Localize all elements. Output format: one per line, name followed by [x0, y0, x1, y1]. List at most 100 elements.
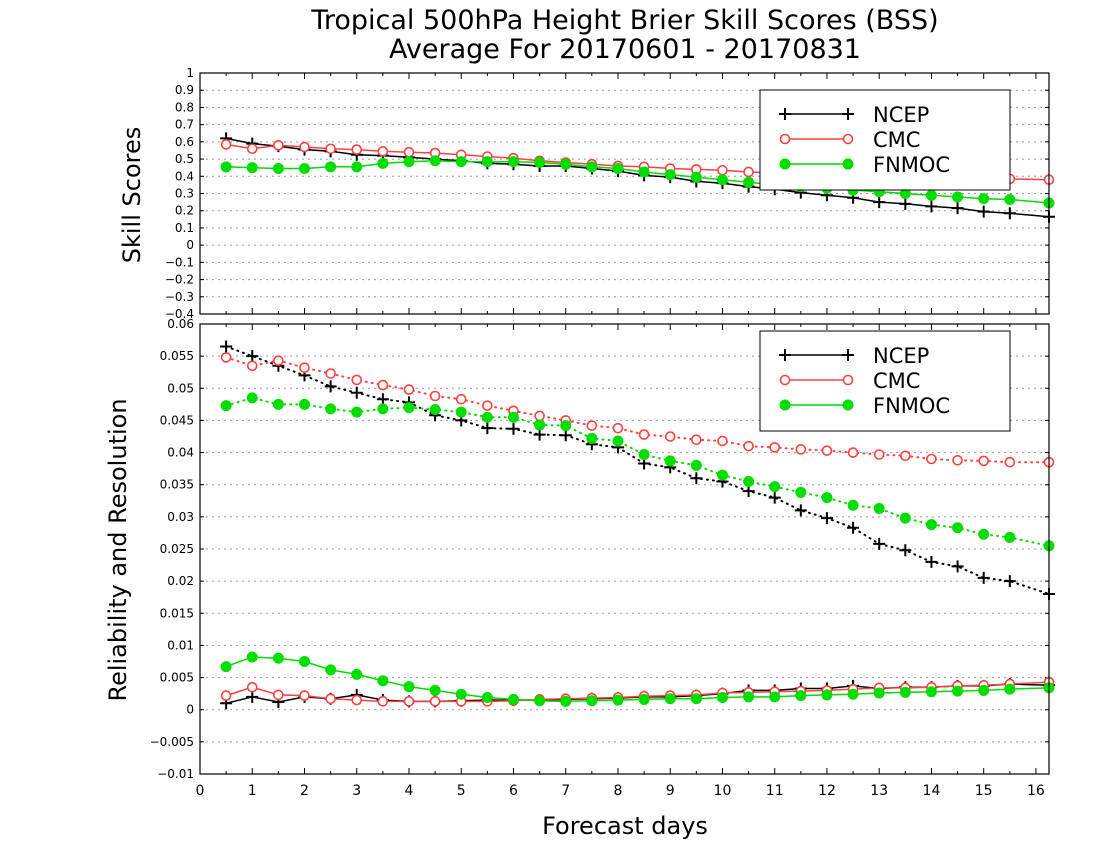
data-point	[820, 512, 833, 525]
data-point	[220, 400, 232, 412]
data-point	[455, 393, 467, 405]
x-axis-label: Forecast days	[542, 812, 708, 840]
bottom-y-tick-label: 0.03	[167, 510, 194, 524]
data-point	[481, 692, 493, 703]
data-point	[690, 472, 703, 485]
data-point	[325, 161, 337, 173]
data-point	[794, 504, 807, 517]
data-point	[743, 691, 755, 703]
data-point	[925, 519, 937, 531]
x-tick-label: 12	[818, 783, 836, 799]
data-point	[351, 406, 363, 418]
data-point	[220, 139, 232, 150]
data-point	[690, 459, 702, 471]
bottom-y-axis-label: Reliability and Resolution	[104, 398, 132, 701]
top-y-tick-label: 0.4	[175, 169, 194, 183]
data-point	[298, 398, 310, 410]
x-tick-label: 13	[870, 783, 888, 799]
data-point	[586, 420, 598, 431]
top-y-tick-label: −0.2	[165, 273, 194, 287]
top-y-tick-label: 0.9	[175, 83, 194, 97]
data-point	[481, 411, 493, 423]
data-point	[638, 693, 650, 705]
data-point	[429, 155, 441, 167]
data-point	[664, 169, 676, 181]
data-point	[403, 696, 415, 707]
bottom-series-fnmoc-reliability	[220, 651, 1055, 707]
data-point	[324, 380, 337, 393]
legend-marker	[842, 349, 854, 361]
bottom-y-tick-label: 0.005	[160, 671, 194, 685]
data-point	[586, 432, 598, 444]
data-point	[455, 156, 467, 168]
data-point	[769, 442, 781, 453]
data-point	[743, 476, 755, 487]
data-point	[900, 450, 911, 462]
data-point	[978, 455, 989, 467]
x-tick-label: 9	[666, 783, 675, 799]
data-point	[952, 454, 963, 466]
bottom-plot-frame	[199, 323, 1050, 775]
data-point	[612, 694, 624, 706]
bottom-y-tick-label: 0.035	[160, 478, 194, 492]
data-point	[560, 158, 572, 170]
data-point	[455, 688, 467, 700]
chart-title-line2: Average For 20170601 - 20170831	[389, 34, 861, 65]
top-y-tick-label: 0.1	[175, 221, 194, 235]
data-point	[507, 693, 519, 705]
data-point	[952, 522, 964, 534]
data-point	[952, 191, 964, 203]
data-point	[351, 144, 363, 155]
data-point	[220, 340, 233, 353]
data-point	[298, 656, 310, 667]
legend-label-ncep: NCEP	[873, 344, 929, 368]
data-point	[716, 174, 728, 186]
data-point	[429, 684, 441, 696]
bottom-y-tick-label: 0.04	[167, 446, 194, 460]
data-point	[481, 156, 493, 168]
bottom-y-tick-label: 0.015	[160, 606, 194, 620]
legend-marker	[779, 399, 791, 411]
data-point	[899, 197, 912, 210]
data-point	[272, 163, 284, 175]
data-point	[717, 164, 728, 176]
data-point	[246, 651, 258, 663]
data-point	[559, 429, 572, 442]
data-point	[377, 146, 389, 157]
legend-box	[759, 89, 1011, 191]
top-y-tick-label: −0.3	[165, 290, 194, 304]
data-point	[272, 398, 284, 410]
top-y-tick-label: 0.2	[175, 204, 194, 218]
legend-marker	[779, 133, 791, 145]
data-point	[847, 521, 860, 534]
data-point	[560, 695, 572, 707]
legend-marker	[842, 108, 854, 120]
data-point	[847, 447, 859, 458]
bottom-y-tick-label: 0.02	[167, 574, 194, 588]
x-tick-label: 0	[196, 783, 205, 799]
data-point	[977, 205, 990, 218]
x-tick-label: 15	[975, 783, 993, 799]
data-point	[690, 171, 702, 183]
top-y-axis-label: Skill Scores	[118, 127, 146, 264]
top-y-tick-label: 0.3	[175, 187, 194, 201]
data-point	[899, 686, 911, 698]
legend-marker	[842, 399, 854, 411]
data-point	[507, 422, 520, 435]
data-point	[795, 486, 807, 498]
data-point	[246, 360, 258, 372]
data-point	[481, 422, 494, 435]
data-point	[925, 686, 937, 698]
data-point	[690, 693, 702, 705]
data-point	[246, 690, 259, 703]
legend-label-cmc: CMC	[873, 369, 920, 393]
data-point	[534, 695, 546, 707]
data-point	[429, 390, 441, 402]
data-point	[978, 684, 990, 696]
data-point	[586, 695, 598, 707]
data-point	[534, 419, 546, 431]
data-point	[743, 166, 754, 178]
top-y-tick-label: −0.4	[165, 307, 194, 321]
